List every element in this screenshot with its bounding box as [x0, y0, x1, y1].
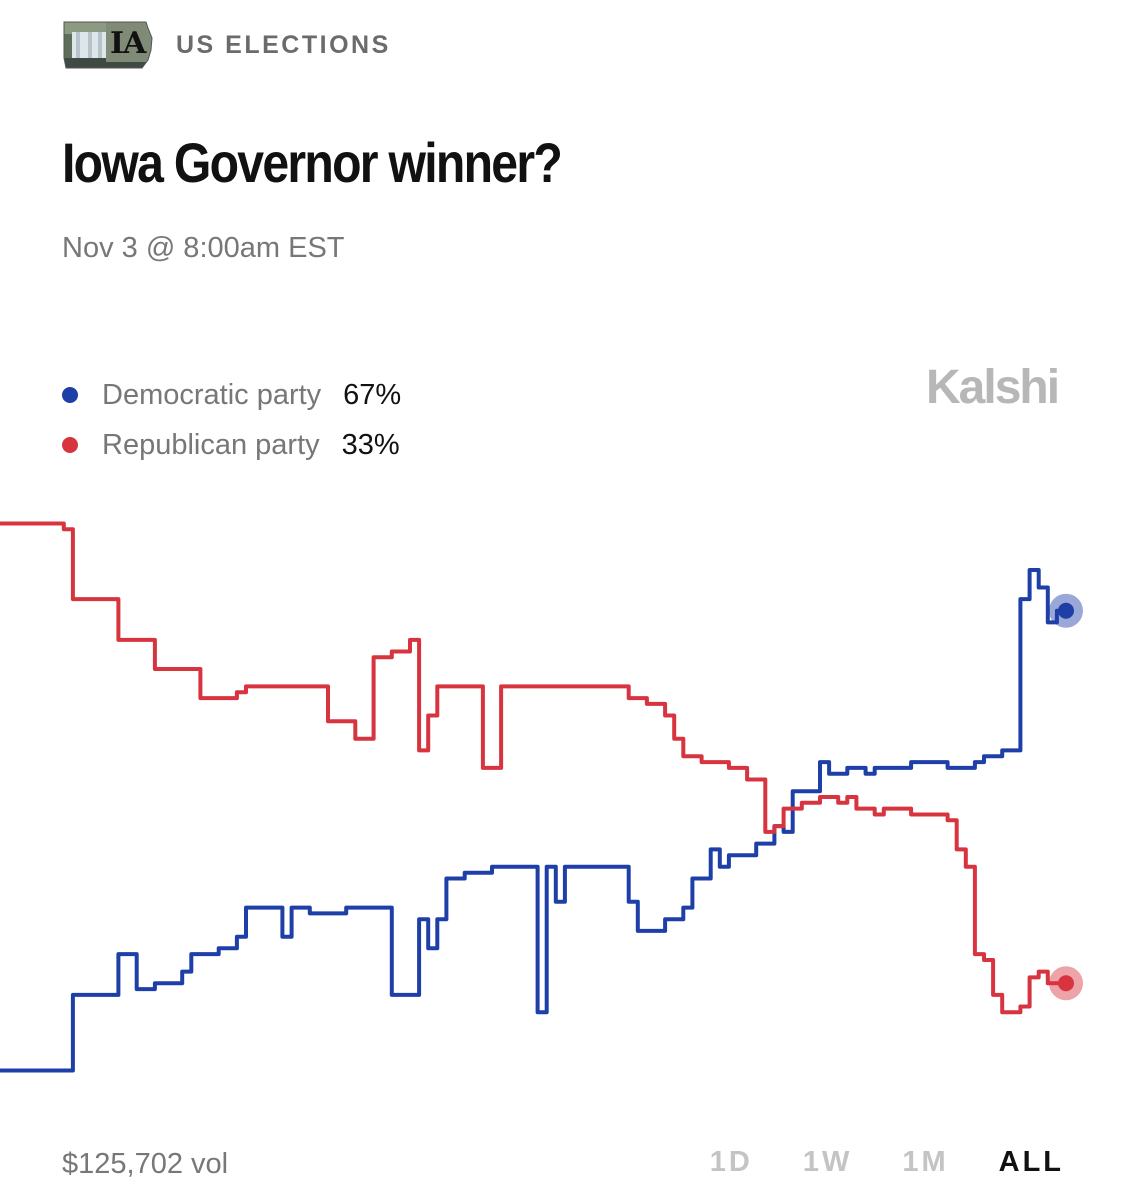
- volume-label: $125,702 vol: [62, 1148, 229, 1180]
- page-title: Iowa Governor winner?: [62, 131, 563, 194]
- market-date: Nov 3 @ 8:00am EST: [62, 232, 345, 264]
- legend-percent: 33%: [341, 428, 400, 461]
- legend-label: Democratic party: [102, 378, 322, 411]
- democratic-dot-icon: [62, 387, 78, 403]
- range-all-button[interactable]: ALL: [998, 1146, 1064, 1178]
- state-thumbnail: IA: [62, 18, 154, 72]
- series-line-republican: [0, 521, 1066, 1015]
- chart-legend: Democratic party 67% Republican party 33…: [62, 370, 401, 470]
- market-header: IA US ELECTIONS: [62, 18, 391, 72]
- legend-item-republican: Republican party 33%: [62, 420, 401, 470]
- legend-percent: 67%: [343, 378, 402, 411]
- kalshi-logo: Kalshi: [926, 361, 1060, 414]
- time-range-selector: 1D 1W 1M ALL: [660, 1146, 1064, 1179]
- legend-label: Republican party: [102, 428, 320, 461]
- range-1d-button[interactable]: 1D: [709, 1146, 753, 1178]
- range-1m-button[interactable]: 1M: [902, 1146, 949, 1178]
- republican-dot-icon: [62, 437, 78, 453]
- legend-item-democratic: Democratic party 67%: [62, 370, 401, 420]
- series-line-democratic: [0, 568, 1066, 1073]
- state-code: IA: [110, 26, 146, 61]
- iowa-waterfall-image-icon: [63, 21, 153, 69]
- endpoint-dot: [1058, 602, 1074, 619]
- price-history-chart[interactable]: [0, 490, 1126, 1110]
- endpoint-dot: [1058, 975, 1074, 992]
- range-1w-button[interactable]: 1W: [802, 1146, 853, 1178]
- category-label[interactable]: US ELECTIONS: [176, 30, 391, 59]
